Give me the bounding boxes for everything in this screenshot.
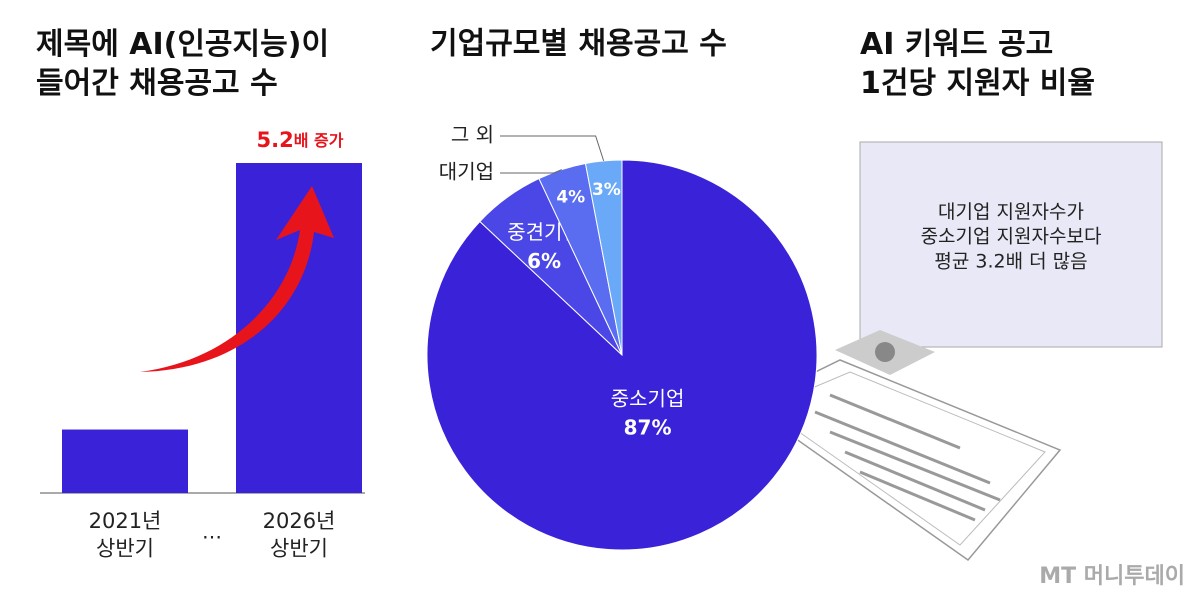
separator: … xyxy=(202,520,222,544)
value-label: 87% xyxy=(624,416,672,440)
annotation-value: 5.2 xyxy=(257,128,294,152)
outside-label: 대기업 xyxy=(439,160,494,184)
leader-line xyxy=(500,135,605,162)
x-tick-label: 2026년 상반기 xyxy=(263,509,336,560)
x-tick-label: 2021년 상반기 xyxy=(89,509,162,560)
value-label: 3% xyxy=(592,180,621,200)
info-title: AI 키워드 공고 1건당 지원자 비율 xyxy=(860,27,1095,101)
chart-title: 제목에 AI(인공지능)이 들어간 채용공고 수 xyxy=(36,27,329,101)
leader-line xyxy=(500,169,562,174)
resume-icon xyxy=(746,330,1062,562)
value-label: 6% xyxy=(527,249,561,273)
info-box xyxy=(859,141,1163,348)
outside-label: 그 외 xyxy=(451,123,494,147)
source-logo: MT 머니투데이 xyxy=(1039,564,1185,589)
value-label: 4% xyxy=(556,187,585,207)
slice-name: 중소기업 xyxy=(611,387,685,411)
arrow xyxy=(140,186,334,372)
pie-slice xyxy=(584,159,623,356)
chart-title: 기업규모별 채용공고 수 xyxy=(430,27,727,62)
annotation: 5.2배 증가 xyxy=(257,128,344,152)
annotation-text: 배 증가 xyxy=(294,131,344,150)
info-text: 대기업 지원자수가 중소기업 지원자수보다 평균 3.2배 더 많음 xyxy=(921,201,1102,272)
bar xyxy=(62,429,188,493)
